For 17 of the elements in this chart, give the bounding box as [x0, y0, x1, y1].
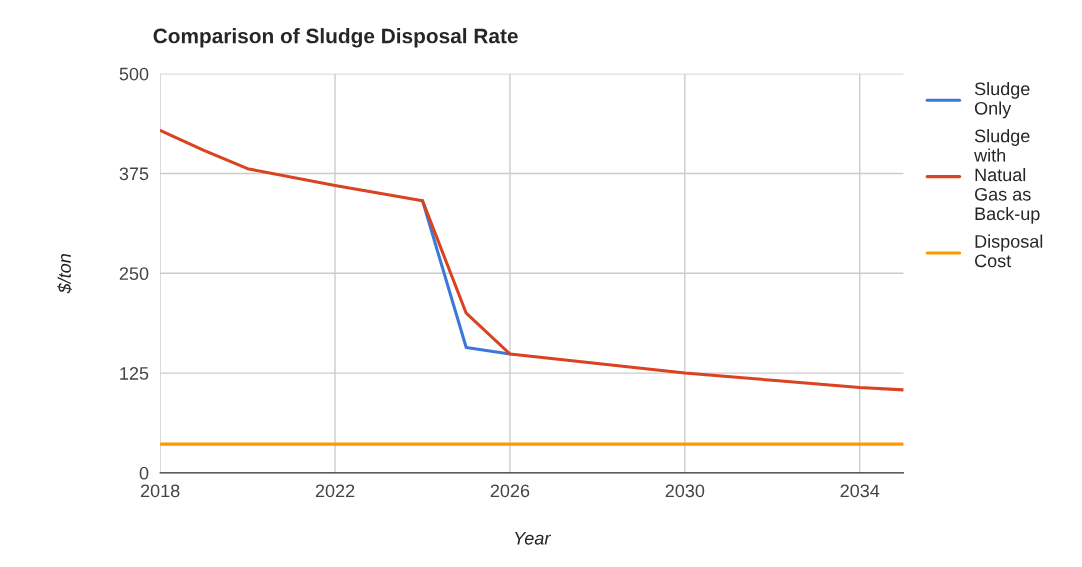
y-tick-label: 500 — [119, 67, 149, 81]
x-tick-label: 2026 — [490, 484, 530, 498]
x-tick-label: 2030 — [665, 484, 705, 498]
y-axis-title: $/ton — [57, 254, 72, 294]
line-series — [160, 128, 904, 392]
x-tick-label: 2018 — [140, 484, 180, 498]
x-tick-label: 2022 — [315, 484, 355, 498]
x-tick-label: 2034 — [840, 484, 880, 498]
chart-title: Comparison of Sludge Disposal Rate — [153, 28, 518, 48]
y-tick-label: 125 — [120, 367, 149, 380]
legend-label: Sludge Only — [974, 81, 1030, 119]
legend-label: Sludge with Natual Gas as Back-up — [974, 129, 1040, 224]
y-tick-label: 250 — [119, 267, 149, 281]
legend-label: Disposal Cost — [975, 234, 1043, 268]
y-tick-label: 375 — [119, 167, 149, 181]
y-tick-label: 0 — [139, 466, 149, 480]
x-axis-title: Year — [515, 532, 551, 545]
